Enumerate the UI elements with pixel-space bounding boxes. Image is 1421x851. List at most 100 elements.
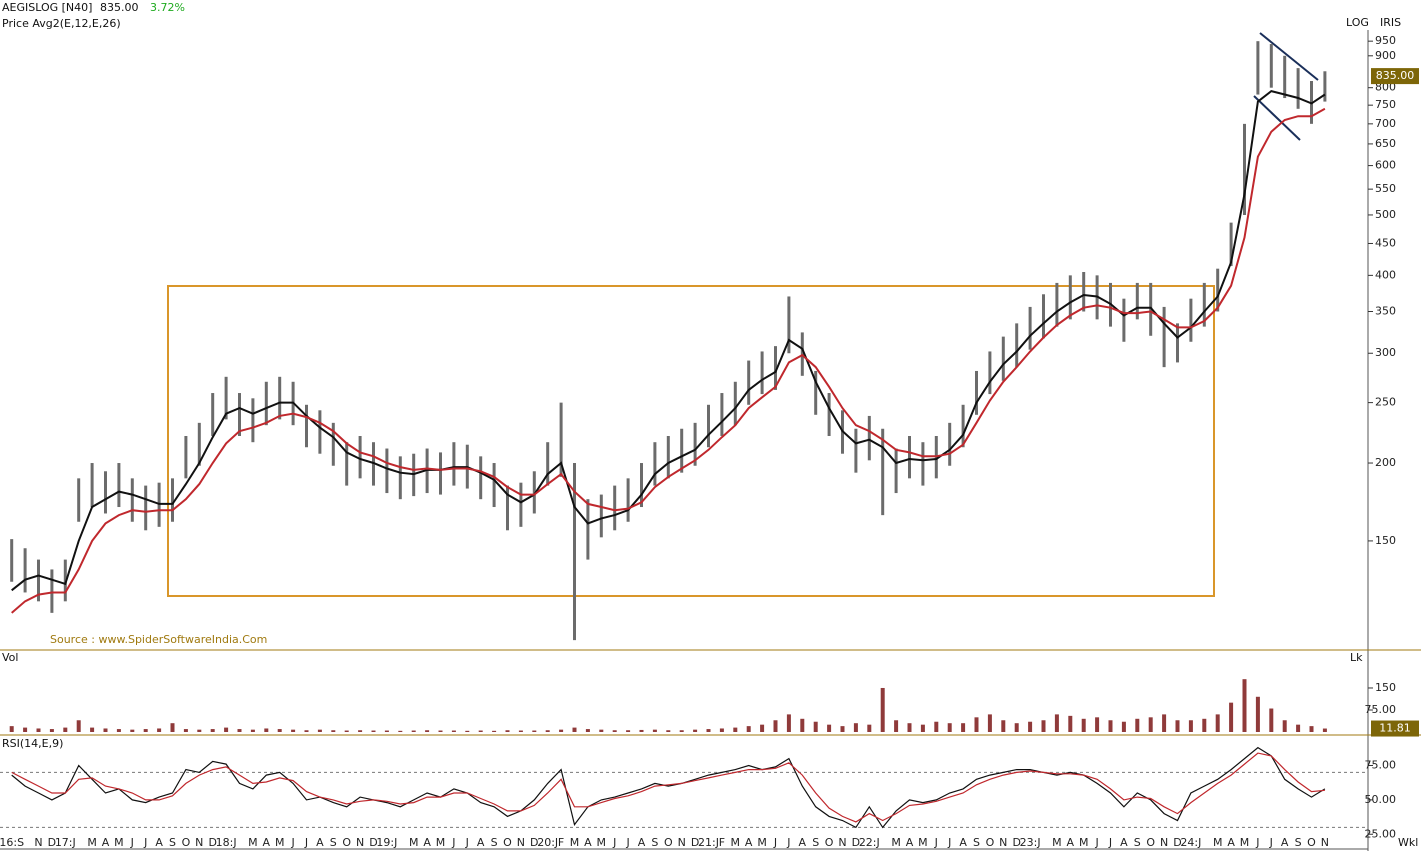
y-tick-label: 700 (1375, 117, 1396, 130)
volume-bar (425, 730, 430, 732)
x-tick-label: M (248, 836, 258, 849)
y-tick-label: 950 (1375, 34, 1396, 47)
volume-bar (920, 724, 925, 732)
volume-bar (827, 724, 832, 732)
y-tick-label: 350 (1375, 305, 1396, 318)
volume-bar (90, 727, 95, 732)
volume-bar (23, 727, 28, 732)
volume-bar (478, 730, 483, 732)
volume-bar (773, 720, 778, 732)
y-tick-label: 400 (1375, 268, 1396, 281)
volume-bar (907, 723, 912, 732)
x-tick-label: J (130, 836, 134, 849)
volume-bar (1296, 724, 1301, 732)
volume-bar (264, 728, 269, 732)
volume-bar (840, 726, 845, 732)
volume-bar (1242, 679, 1247, 732)
volume-bar (1282, 720, 1287, 732)
volume-bar (1068, 715, 1073, 732)
volume-bar (518, 730, 523, 732)
y-tick-label: 200 (1375, 456, 1396, 469)
y-tick-label: 25.00 (1365, 827, 1397, 840)
x-tick-label: J (1255, 836, 1259, 849)
volume-bar (1121, 721, 1126, 732)
volume-bar (572, 727, 577, 732)
x-tick-label: N (356, 836, 364, 849)
x-tick-label: M (1213, 836, 1223, 849)
volume-bar (1229, 702, 1234, 732)
volume-bar (800, 718, 805, 732)
volume-bar (1001, 720, 1006, 732)
volume-bar (545, 730, 550, 732)
x-tick-label: N (1160, 836, 1168, 849)
y-tick-label: 650 (1375, 137, 1396, 150)
x-tick-label: J (304, 836, 308, 849)
y-tick-label: 150 (1375, 681, 1396, 694)
volume-bar (492, 730, 497, 732)
volume-bar (934, 721, 939, 732)
volume-bar (103, 728, 108, 732)
x-tick-label: M (409, 836, 419, 849)
volume-bar (1255, 696, 1260, 732)
x-tick-label: O (825, 836, 834, 849)
x-tick-label: J (1108, 836, 1112, 849)
volume-bar (961, 723, 966, 732)
x-tick-label: D (208, 836, 216, 849)
x-tick-label: M (570, 836, 580, 849)
volume-bar (746, 726, 751, 732)
volume-bar (398, 730, 403, 732)
x-tick-label: J (625, 836, 629, 849)
volume-bar (1202, 718, 1207, 732)
y-tick-label: 75.00 (1365, 703, 1397, 716)
x-tick-label: D (852, 836, 860, 849)
volume-bar (1095, 717, 1100, 732)
volume-bar (344, 730, 349, 732)
y-tick-label: 50.00 (1365, 793, 1397, 806)
x-tick-label: 21:J (698, 836, 719, 849)
x-tick-label: S (1295, 836, 1302, 849)
volume-bar (277, 729, 282, 732)
x-tick-label: O (503, 836, 512, 849)
volume-bar (1188, 720, 1193, 732)
last-price: 835.00 (100, 1, 139, 14)
indicator-label: Price Avg2(E,12,E,26) (2, 17, 121, 30)
period: Wkl (1398, 836, 1418, 849)
volume-bar (465, 730, 470, 732)
x-tick-label: F (719, 836, 725, 849)
x-tick-label: A (799, 836, 807, 849)
volume-bar (706, 729, 711, 732)
volume-bar (157, 728, 162, 732)
x-tick-label: O (1146, 836, 1155, 849)
volume-bar (585, 729, 590, 732)
rsi-title: RSI(14,E,9) (2, 737, 63, 750)
volume-bar (1175, 720, 1180, 732)
x-tick-label: M (114, 836, 124, 849)
y-tick-label: 300 (1375, 346, 1396, 359)
x-tick-label: S (1134, 836, 1141, 849)
x-tick-label: N (999, 836, 1007, 849)
y-tick-label: 550 (1375, 182, 1396, 195)
volume-bar (224, 727, 229, 732)
x-tick-label: D (1012, 836, 1020, 849)
x-tick-label: M (275, 836, 285, 849)
trend-line (1259, 32, 1319, 81)
x-tick-label: J (1269, 836, 1273, 849)
x-tick-label: N (195, 836, 203, 849)
volume-bar (867, 724, 872, 732)
x-tick-label: N (838, 836, 846, 849)
volume-bar (116, 729, 121, 732)
x-tick-label: M (87, 836, 97, 849)
volume-bar (63, 727, 68, 732)
moving-average (11, 90, 1326, 592)
x-tick-label: 24:J (1180, 836, 1201, 849)
volume-bar (183, 729, 188, 732)
x-tick-label: N (34, 836, 42, 849)
x-tick-label: J (934, 836, 938, 849)
x-tick-label: J (451, 836, 455, 849)
volume-bar (733, 727, 738, 732)
y-tick-label: 500 (1375, 208, 1396, 221)
x-tick-label: M (757, 836, 767, 849)
volume-bar (1028, 721, 1033, 732)
volume-bar (143, 729, 148, 732)
